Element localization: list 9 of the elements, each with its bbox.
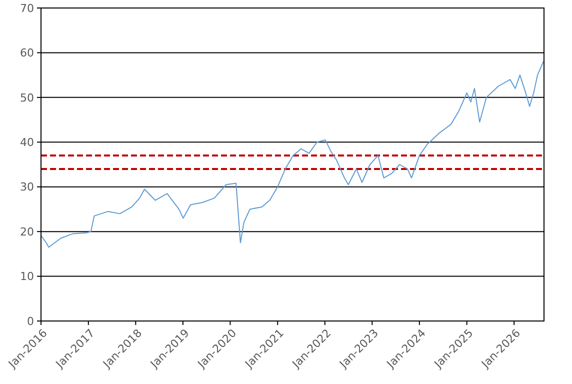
- y-tick-label: 60: [20, 46, 34, 60]
- y-tick-label: 50: [20, 91, 34, 104]
- y-tick-label: 10: [20, 270, 34, 284]
- y-tick-label: 20: [20, 225, 34, 238]
- y-tick-label: 30: [20, 180, 34, 194]
- line-series: [40, 61, 544, 248]
- y-tick-label: 0: [27, 314, 34, 328]
- y-tick-label: 70: [20, 2, 34, 15]
- y-tick-label: 40: [20, 136, 34, 149]
